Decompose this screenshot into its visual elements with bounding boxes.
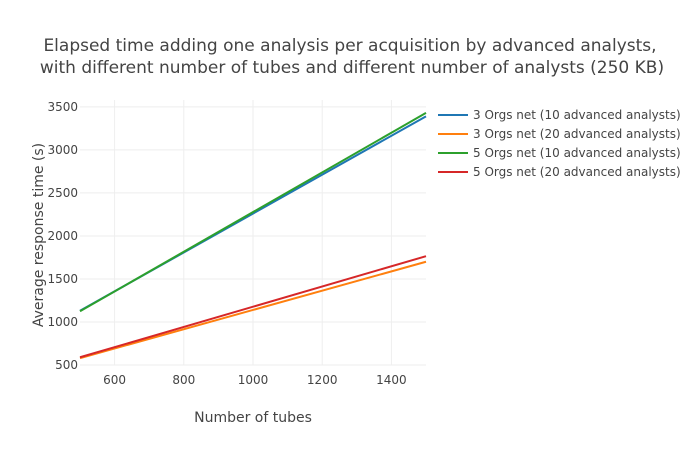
legend-item-4[interactable]: 5 Orgs net (20 advanced analysts) xyxy=(438,165,681,179)
x-tick-label: 1400 xyxy=(376,373,407,387)
chart-title-line-2: with different number of tubes and diffe… xyxy=(40,58,664,78)
y-axis-title: Average response time (s) xyxy=(31,143,47,327)
legend-item-1[interactable]: 3 Orgs net (10 advanced analysts) xyxy=(438,108,681,122)
legend-item-3[interactable]: 5 Orgs net (10 advanced analysts) xyxy=(438,146,681,160)
y-tick-label: 3500 xyxy=(47,100,78,114)
y-tick-label: 2500 xyxy=(47,186,78,200)
chart-title-line-1: Elapsed time adding one analysis per acq… xyxy=(43,36,656,56)
x-axis-title: Number of tubes xyxy=(194,410,312,426)
y-tick-label: 1000 xyxy=(47,315,78,329)
series-line-4[interactable] xyxy=(79,255,427,359)
x-tick-label: 1200 xyxy=(307,373,338,387)
y-tick-label: 3000 xyxy=(47,143,78,157)
legend-label: 5 Orgs net (20 advanced analysts) xyxy=(473,165,681,179)
plot-area xyxy=(79,112,427,360)
y-tick-label: 1500 xyxy=(47,272,78,286)
x-tick-label: 1000 xyxy=(238,373,269,387)
legend-label: 3 Orgs net (10 advanced analysts) xyxy=(473,108,681,122)
y-tick-label: 500 xyxy=(55,358,78,372)
series-line-2[interactable] xyxy=(79,260,427,360)
y-tick-label: 2000 xyxy=(47,229,78,243)
series-line-3[interactable] xyxy=(79,112,427,313)
axis-ticks: 600 800 1000 1200 1400 500 1000 1500 2000 2500 300… xyxy=(47,100,406,387)
legend-item-2[interactable]: 3 Orgs net (20 advanced analysts) xyxy=(438,127,681,141)
legend[interactable]: 3 Orgs net (10 advanced analysts) 3 Orgs … xyxy=(438,108,681,179)
x-tick-label: 600 xyxy=(103,373,126,387)
legend-label: 5 Orgs net (10 advanced analysts) xyxy=(473,146,681,160)
legend-label: 3 Orgs net (20 advanced analysts) xyxy=(473,127,681,141)
x-tick-label: 800 xyxy=(172,373,195,387)
grid xyxy=(80,100,426,366)
